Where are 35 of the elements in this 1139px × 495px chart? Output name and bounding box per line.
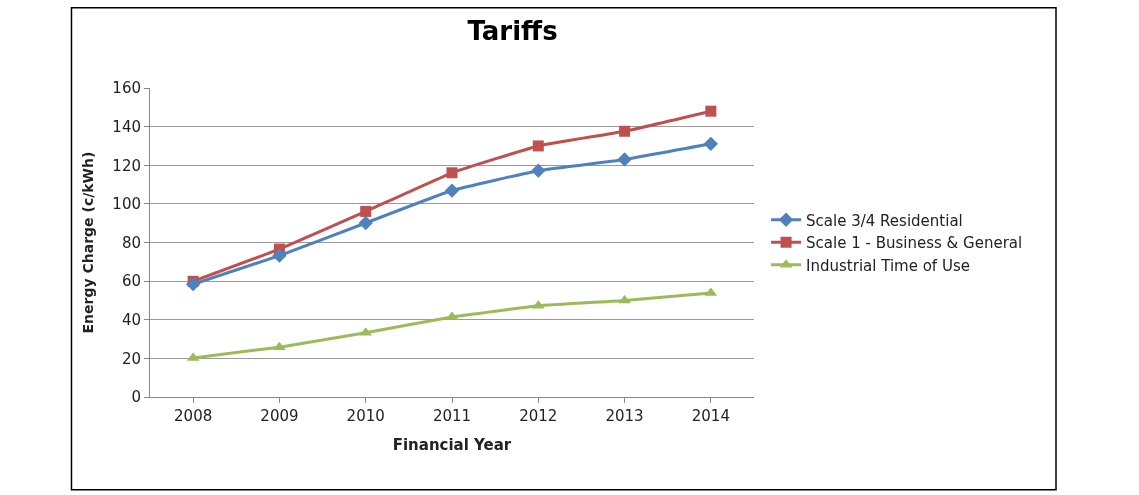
legend-label: Scale 3/4 Residential [806,211,963,230]
legend-label: Industrial Time of Use [806,256,970,275]
point [618,294,631,304]
y-tick-label: 120 [112,156,141,175]
y-axis-title: Energy Charge (c/kWh) [79,151,96,334]
x-tick-label: 2013 [605,407,644,425]
y-tick-label: 0 [131,388,141,407]
y-tick-label: 60 [121,272,141,291]
x-tick-label: 2008 [174,407,213,425]
x-tick-label: 2012 [519,407,558,425]
chart-title: Tariffs [467,16,558,47]
point [703,136,719,151]
point [358,215,373,231]
y-tick-label: 140 [112,117,141,136]
point [272,248,287,263]
x-tick-label: 2011 [432,407,472,425]
y-tick-label: 40 [121,311,141,329]
point [705,105,717,117]
y-tick-label: 100 [112,195,141,214]
point [619,125,631,137]
point [532,140,544,152]
legend-label: Scale 1 - Business & General [806,234,1023,253]
x-tick-label: 2014 [691,407,730,425]
point [446,167,458,179]
point [360,205,372,217]
x-tick-label: 2010 [346,407,385,425]
y-tick-label: 20 [121,349,141,368]
point [531,163,546,178]
point [617,152,632,167]
point [444,183,460,198]
point [185,277,201,292]
x-tick-label: 2009 [260,407,299,425]
y-tick-label: 80 [121,233,141,252]
x-axis-title: Financial Year [392,436,512,454]
y-tick-label: 160 [112,79,141,98]
